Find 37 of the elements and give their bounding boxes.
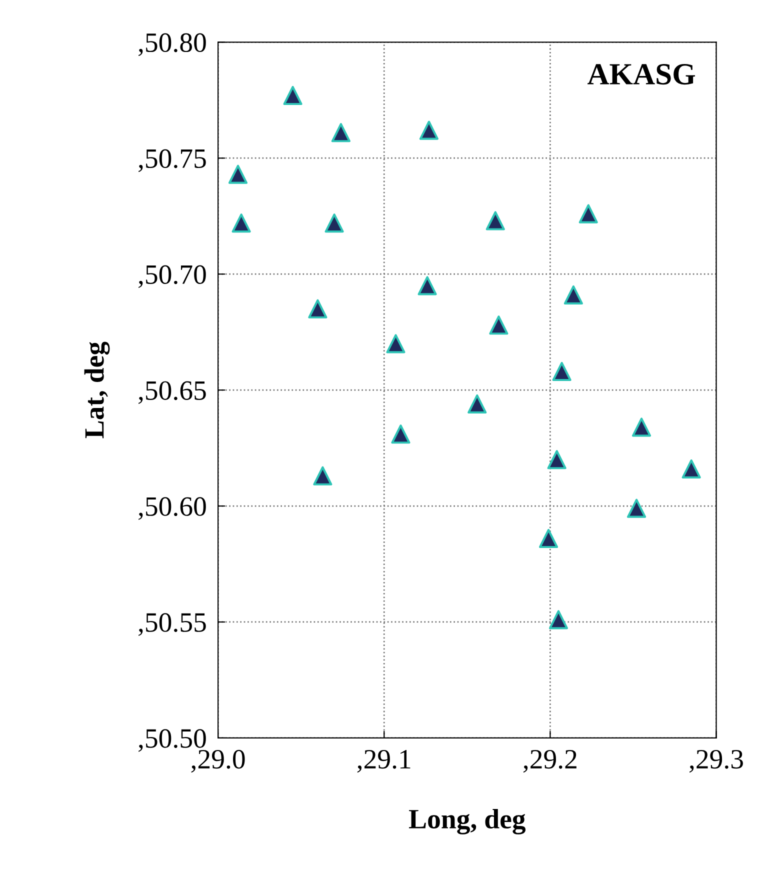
point [632, 418, 652, 437]
point [391, 424, 410, 444]
point [228, 164, 248, 184]
x-tick-label: ,29.2 [523, 750, 576, 773]
x-tick-label: ,29.1 [357, 750, 410, 773]
x-axis-title: Long, deg [408, 808, 526, 834]
point [313, 466, 332, 486]
point [308, 299, 328, 318]
point [538, 528, 558, 548]
point [548, 610, 568, 630]
point [386, 334, 406, 354]
x-tick-label: ,29.3 [690, 750, 743, 773]
y-tick-label: ,50.70 [138, 265, 206, 288]
point [486, 211, 505, 230]
y-tick-label: ,50.75 [138, 149, 206, 172]
point [489, 316, 508, 335]
point [283, 86, 302, 106]
point [232, 214, 251, 233]
point [547, 450, 566, 470]
text: AKASG [587, 64, 696, 85]
y-tick-label: ,50.65 [138, 381, 206, 404]
x-tick-label: ,29.0 [191, 750, 245, 773]
point [324, 214, 344, 233]
point [418, 276, 437, 296]
y-tick-label: ,50.55 [138, 613, 206, 636]
point [578, 204, 598, 224]
y-tick-label: ,50.80 [138, 33, 206, 56]
y-axis-title: Lat, deg [84, 342, 110, 438]
point [419, 120, 439, 140]
y-tick-label: ,50.50 [138, 729, 206, 752]
point [564, 285, 583, 305]
point [626, 498, 646, 518]
y-tick-label: ,50.60 [138, 497, 206, 520]
point [468, 394, 487, 414]
point [552, 362, 572, 382]
point [682, 459, 701, 478]
point [331, 123, 350, 142]
